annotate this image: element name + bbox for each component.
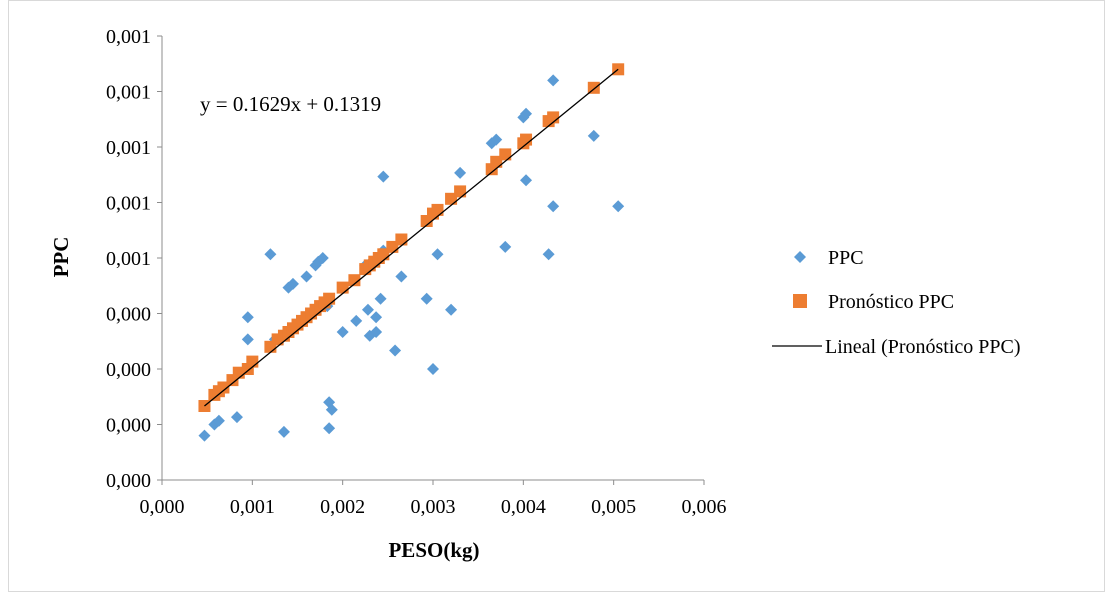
- pronostico-point: [377, 248, 390, 261]
- pronostico-point: [348, 274, 361, 287]
- ppc-point: [547, 74, 560, 87]
- ppc-point: [377, 170, 390, 183]
- legend: PPC Pronóstico PPC Lineal (Pronóstico PPC): [772, 247, 1021, 358]
- pronostico-point: [445, 192, 458, 205]
- legend-label: PPC: [828, 247, 864, 269]
- pronostico-point: [323, 292, 336, 305]
- y-tick-label: 0,001: [106, 248, 151, 270]
- ppc-point: [370, 311, 383, 324]
- y-tick-label: 0,001: [106, 82, 151, 104]
- y-tick-label: 0,000: [106, 304, 151, 326]
- axes: 0,000 0,001 0,002 0,003 0,004 0,005 0,006 0,000…: [106, 26, 727, 518]
- ppc-point: [277, 425, 290, 438]
- ppc-point: [325, 403, 338, 416]
- trendline-equation: y = 0.1629x + 0.1319: [200, 92, 381, 116]
- ppc-point: [361, 303, 374, 316]
- ppc-point: [587, 129, 600, 142]
- y-tick-label: 0,001: [106, 26, 151, 48]
- trendline-segment: [204, 68, 619, 407]
- x-tick-label: 0,002: [320, 496, 365, 518]
- ppc-point: [212, 414, 225, 427]
- ppc-point: [316, 252, 329, 264]
- ppc-point: [389, 344, 402, 357]
- ppc-point: [374, 292, 387, 305]
- x-tick-label: 0,000: [140, 496, 185, 518]
- legend-swatch-ppc: [794, 251, 806, 263]
- ppc-point: [547, 200, 560, 213]
- y-tick-label: 0,001: [106, 137, 151, 159]
- ppc-point: [241, 311, 254, 324]
- trendline: [204, 68, 619, 407]
- pronostico-point: [217, 381, 230, 394]
- ppc-point: [300, 270, 313, 283]
- pronostico-point: [336, 281, 349, 294]
- ppc-point: [454, 166, 467, 179]
- ppc-point: [612, 200, 625, 213]
- x-tick-label: 0,003: [411, 496, 456, 518]
- ppc-point: [370, 326, 383, 338]
- y-axis-title: PPC: [49, 237, 73, 278]
- ppc-point: [520, 174, 533, 187]
- x-tick-label: 0,004: [501, 496, 546, 518]
- pronostico-point: [395, 233, 408, 246]
- y-tick-label: 0,000: [106, 470, 151, 492]
- pronostico-point: [431, 203, 444, 216]
- data-marks: [198, 63, 625, 442]
- ppc-point: [427, 363, 439, 375]
- ppc-point: [230, 411, 243, 424]
- ppc-point: [395, 270, 408, 283]
- ppc-point: [520, 107, 533, 120]
- ppc-point: [542, 248, 555, 261]
- x-tick-label: 0,005: [591, 496, 636, 518]
- ppc-point: [420, 292, 433, 305]
- pronostico-point: [246, 355, 259, 368]
- ppc-point: [241, 333, 254, 346]
- pronostico-point: [454, 185, 467, 198]
- x-tick-label: 0,006: [682, 496, 727, 518]
- pronostico-point: [499, 148, 512, 161]
- y-tick-label: 0,000: [106, 415, 151, 437]
- ppc-point: [323, 422, 336, 435]
- ppc-point: [350, 314, 363, 327]
- ppc-point: [264, 248, 277, 261]
- ppc-point: [499, 240, 512, 253]
- x-tick-label: 0,001: [230, 496, 275, 518]
- ppc-point: [445, 303, 458, 316]
- pronostico-point: [490, 155, 503, 168]
- ppc-point: [431, 248, 444, 261]
- ppc-point: [490, 133, 503, 146]
- chart-frame: [8, 0, 1105, 592]
- legend-label: Pronóstico PPC: [828, 291, 954, 313]
- legend-label: Lineal (Pronóstico PPC): [825, 336, 1021, 358]
- legend-swatch-pronostico: [793, 294, 807, 308]
- y-tick-label: 0,001: [106, 193, 151, 215]
- ppc-point: [286, 277, 299, 290]
- ppc-point: [336, 326, 349, 338]
- y-tick-label: 0,000: [106, 359, 151, 381]
- ppc-point: [198, 429, 211, 442]
- x-axis-title: PESO(kg): [388, 538, 479, 562]
